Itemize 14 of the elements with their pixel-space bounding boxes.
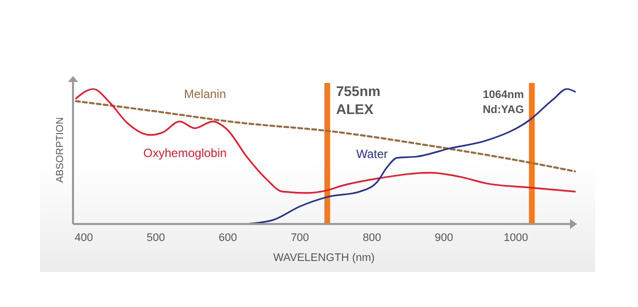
x-tick-label: 800 xyxy=(362,232,382,244)
band-label: 755nm ALEX xyxy=(336,83,380,117)
band-label: 1064nm Nd:YAG xyxy=(482,89,524,116)
x-tick-label: 700 xyxy=(290,232,310,244)
series-label: Oxyhemoglobin xyxy=(143,146,227,160)
x-tick-label: 1000 xyxy=(504,232,528,244)
x-tick-label: 900 xyxy=(434,232,454,244)
series-label: Melanin xyxy=(184,87,226,101)
x-tick-label: 600 xyxy=(218,232,238,244)
x-tick-label: 400 xyxy=(74,232,93,244)
series-label: Water xyxy=(356,147,388,161)
y-axis-title: ABSORPTION xyxy=(55,117,66,183)
x-axis-title: WAVELENGTH (nm) xyxy=(273,252,375,264)
x-tick-label: 500 xyxy=(146,232,166,244)
